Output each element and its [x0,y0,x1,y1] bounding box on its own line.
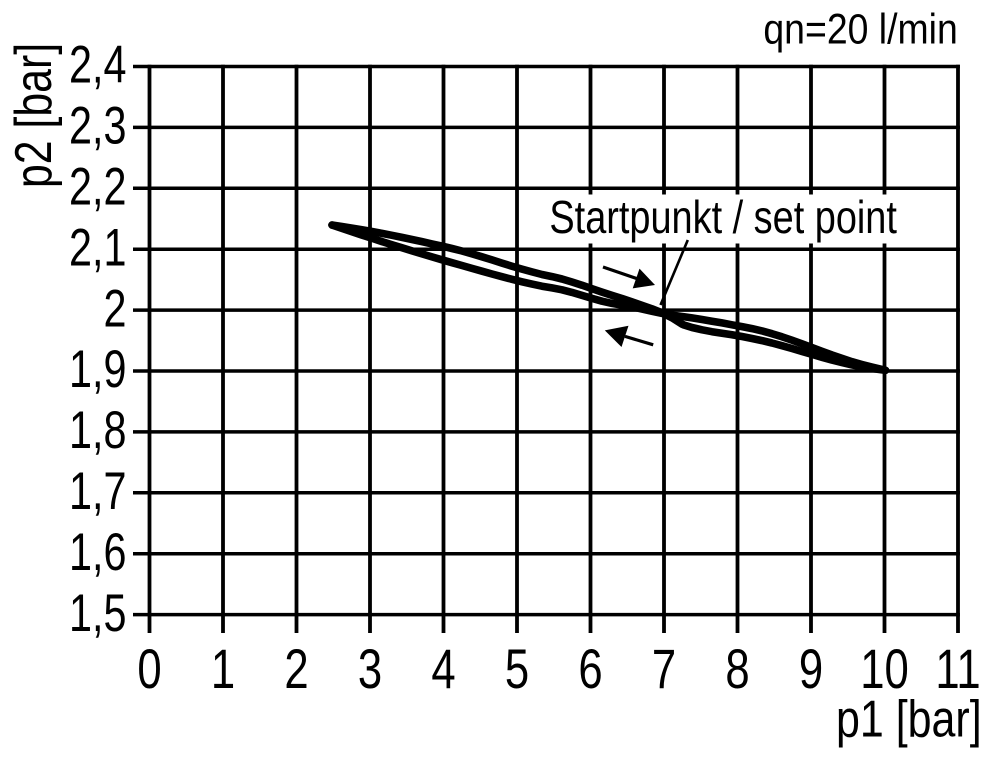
svg-text:2,4: 2,4 [69,36,126,95]
svg-text:p2 [bar]: p2 [bar] [5,43,63,188]
svg-text:2: 2 [104,279,127,338]
svg-text:4: 4 [431,638,455,700]
svg-text:2,1: 2,1 [69,219,126,278]
svg-text:2,3: 2,3 [69,97,126,156]
svg-text:11: 11 [935,638,980,700]
svg-text:Startpunkt / set point: Startpunkt / set point [549,192,897,244]
svg-text:10: 10 [860,638,909,700]
svg-text:9: 9 [799,638,823,700]
svg-text:1,7: 1,7 [69,462,126,521]
svg-text:3: 3 [358,638,382,700]
svg-text:p1 [bar]: p1 [bar] [836,691,982,749]
svg-text:1,8: 1,8 [69,401,126,460]
svg-text:2: 2 [284,638,308,700]
svg-text:5: 5 [505,638,529,700]
svg-text:qn=20 l/min: qn=20 l/min [763,5,957,53]
svg-text:6: 6 [578,638,602,700]
svg-text:7: 7 [652,638,676,700]
svg-text:1,9: 1,9 [69,340,126,399]
svg-text:0: 0 [137,638,161,700]
svg-text:2,2: 2,2 [69,158,126,217]
svg-text:1,6: 1,6 [69,523,126,582]
svg-text:1,5: 1,5 [69,584,126,643]
svg-text:1: 1 [211,638,235,700]
svg-text:8: 8 [725,638,749,700]
